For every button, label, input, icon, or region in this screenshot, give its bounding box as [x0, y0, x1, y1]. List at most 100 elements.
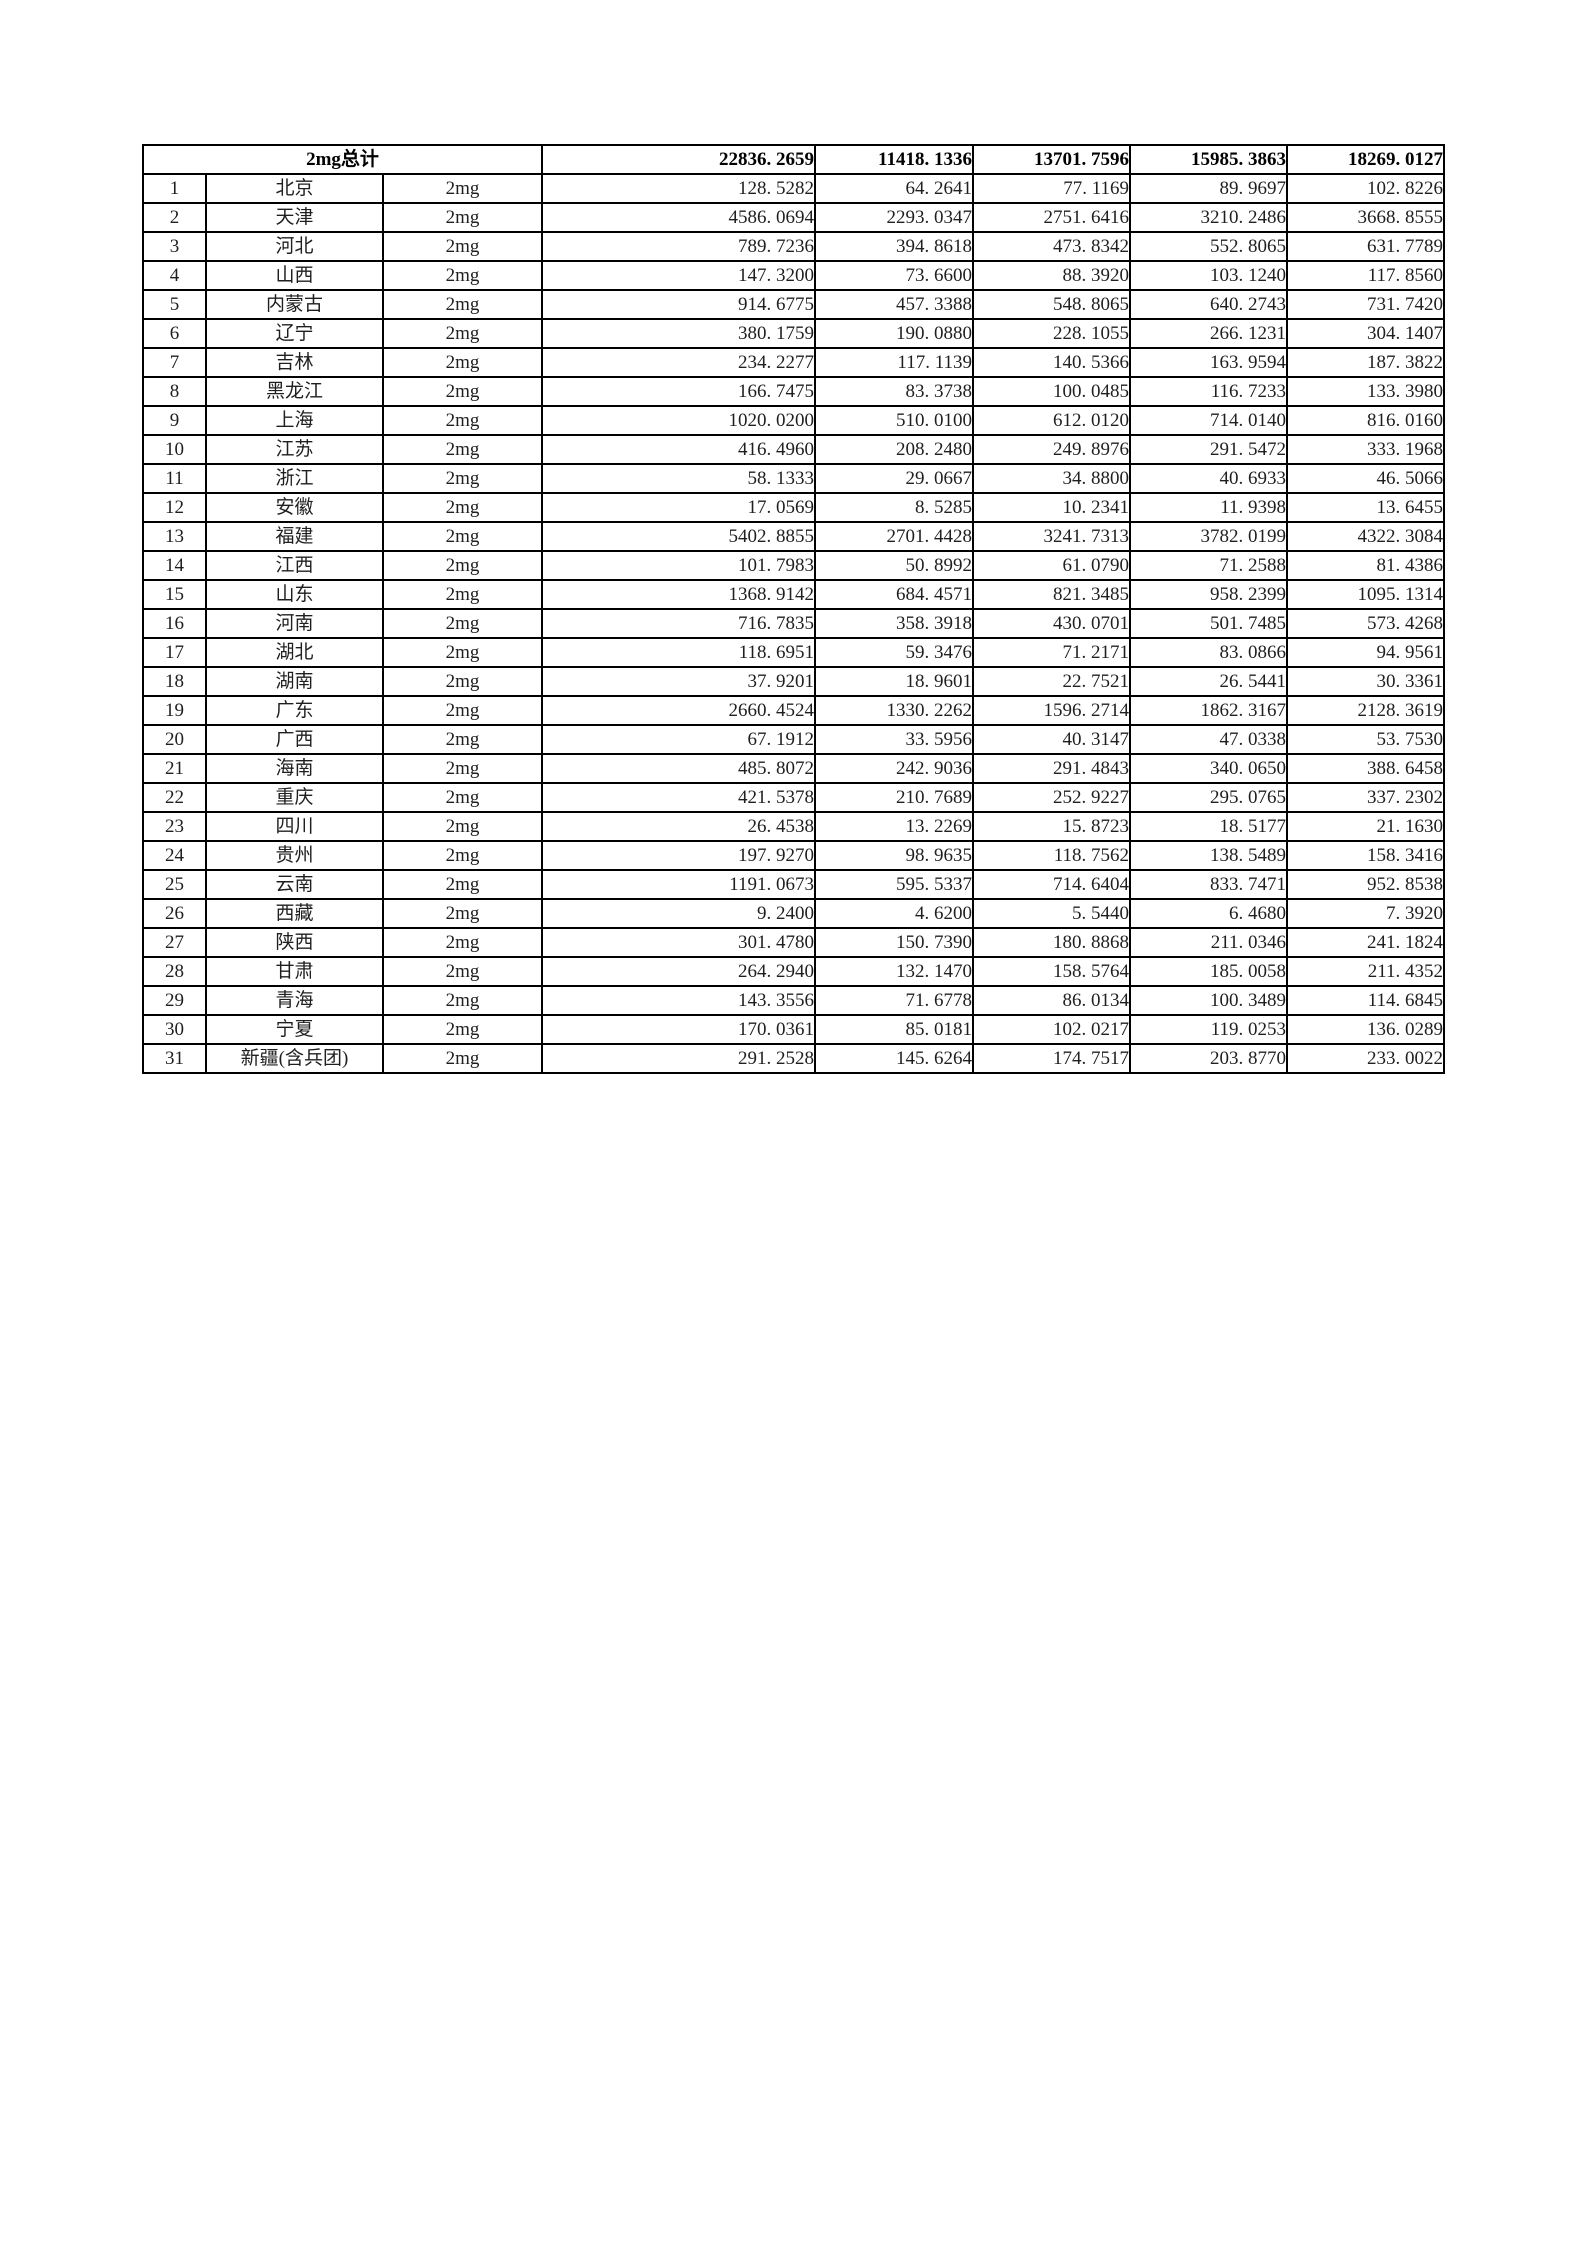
value-col3: 228. 1055	[972, 318, 1131, 349]
table-row: 21 海南 2mg 485. 8072 242. 9036 291. 4843 …	[142, 753, 1445, 784]
row-number: 11	[142, 463, 207, 494]
row-number: 30	[142, 1014, 207, 1045]
value-col2: 8. 5285	[814, 492, 974, 523]
spec-label: 2mg	[382, 724, 543, 755]
value-col4: 3782. 0199	[1129, 521, 1288, 552]
region-name: 新疆(含兵团)	[205, 1043, 384, 1074]
value-col2: 71. 6778	[814, 985, 974, 1016]
value-col5: 21. 1630	[1286, 811, 1445, 842]
region-name: 北京	[205, 173, 384, 204]
spec-label: 2mg	[382, 637, 543, 668]
value-col2: 29. 0667	[814, 463, 974, 494]
spec-label: 2mg	[382, 289, 543, 320]
value-col2: 1330. 2262	[814, 695, 974, 726]
value-col1: 17. 0569	[541, 492, 816, 523]
value-col4: 89. 9697	[1129, 173, 1288, 204]
table-row: 12 安徽 2mg 17. 0569 8. 5285 10. 2341 11. …	[142, 492, 1445, 523]
value-col5: 4322. 3084	[1286, 521, 1445, 552]
value-col4: 40. 6933	[1129, 463, 1288, 494]
table-row: 15 山东 2mg 1368. 9142 684. 4571 821. 3485…	[142, 579, 1445, 610]
value-col3: 821. 3485	[972, 579, 1131, 610]
value-col5: 94. 9561	[1286, 637, 1445, 668]
header-total-col3: 13701. 7596	[972, 144, 1131, 175]
value-col1: 147. 3200	[541, 260, 816, 291]
value-col2: 50. 8992	[814, 550, 974, 581]
table-row: 30 宁夏 2mg 170. 0361 85. 0181 102. 0217 1…	[142, 1014, 1445, 1045]
value-col2: 150. 7390	[814, 927, 974, 958]
region-name: 西藏	[205, 898, 384, 929]
row-number: 29	[142, 985, 207, 1016]
value-col1: 26. 4538	[541, 811, 816, 842]
row-number: 15	[142, 579, 207, 610]
spec-label: 2mg	[382, 840, 543, 871]
value-col1: 264. 2940	[541, 956, 816, 987]
value-col5: 30. 3361	[1286, 666, 1445, 697]
table-row: 29 青海 2mg 143. 3556 71. 6778 86. 0134 10…	[142, 985, 1445, 1016]
value-col4: 295. 0765	[1129, 782, 1288, 813]
table-title: 2mg总计	[142, 144, 543, 175]
value-col5: 731. 7420	[1286, 289, 1445, 320]
region-name: 福建	[205, 521, 384, 552]
table-row: 3 河北 2mg 789. 7236 394. 8618 473. 8342 5…	[142, 231, 1445, 262]
spec-label: 2mg	[382, 956, 543, 987]
spec-label: 2mg	[382, 666, 543, 697]
row-number: 14	[142, 550, 207, 581]
value-col2: 4. 6200	[814, 898, 974, 929]
value-col4: 3210. 2486	[1129, 202, 1288, 233]
value-col3: 15. 8723	[972, 811, 1131, 842]
value-col1: 101. 7983	[541, 550, 816, 581]
row-number: 28	[142, 956, 207, 987]
header-total-col5: 18269. 0127	[1286, 144, 1445, 175]
row-number: 10	[142, 434, 207, 465]
spec-label: 2mg	[382, 869, 543, 900]
value-col3: 5. 5440	[972, 898, 1131, 929]
value-col5: 3668. 8555	[1286, 202, 1445, 233]
spec-label: 2mg	[382, 811, 543, 842]
value-col3: 140. 5366	[972, 347, 1131, 378]
spec-label: 2mg	[382, 898, 543, 929]
value-col4: 291. 5472	[1129, 434, 1288, 465]
value-col5: 13. 6455	[1286, 492, 1445, 523]
value-col5: 952. 8538	[1286, 869, 1445, 900]
value-col1: 58. 1333	[541, 463, 816, 494]
value-col2: 64. 2641	[814, 173, 974, 204]
value-col3: 473. 8342	[972, 231, 1131, 262]
table-row: 9 上海 2mg 1020. 0200 510. 0100 612. 0120 …	[142, 405, 1445, 436]
spec-label: 2mg	[382, 202, 543, 233]
spec-label: 2mg	[382, 1014, 543, 1045]
region-name: 四川	[205, 811, 384, 842]
value-col1: 716. 7835	[541, 608, 816, 639]
value-col2: 73. 6600	[814, 260, 974, 291]
value-col4: 47. 0338	[1129, 724, 1288, 755]
row-number: 21	[142, 753, 207, 784]
value-col4: 211. 0346	[1129, 927, 1288, 958]
value-col4: 163. 9594	[1129, 347, 1288, 378]
value-col1: 416. 4960	[541, 434, 816, 465]
value-col1: 170. 0361	[541, 1014, 816, 1045]
region-name: 云南	[205, 869, 384, 900]
row-number: 22	[142, 782, 207, 813]
row-number: 3	[142, 231, 207, 262]
region-name: 广西	[205, 724, 384, 755]
value-col5: 114. 6845	[1286, 985, 1445, 1016]
value-col1: 789. 7236	[541, 231, 816, 262]
spec-label: 2mg	[382, 753, 543, 784]
value-col1: 5402. 8855	[541, 521, 816, 552]
value-col1: 291. 2528	[541, 1043, 816, 1074]
row-number: 9	[142, 405, 207, 436]
table-row: 20 广西 2mg 67. 1912 33. 5956 40. 3147 47.…	[142, 724, 1445, 755]
table-row: 7 吉林 2mg 234. 2277 117. 1139 140. 5366 1…	[142, 347, 1445, 378]
value-col3: 100. 0485	[972, 376, 1131, 407]
table-row: 13 福建 2mg 5402. 8855 2701. 4428 3241. 73…	[142, 521, 1445, 552]
row-number: 6	[142, 318, 207, 349]
row-number: 7	[142, 347, 207, 378]
spec-label: 2mg	[382, 579, 543, 610]
value-col3: 1596. 2714	[972, 695, 1131, 726]
region-name: 甘肃	[205, 956, 384, 987]
header-total-col1: 22836. 2659	[541, 144, 816, 175]
value-col2: 510. 0100	[814, 405, 974, 436]
table-row: 24 贵州 2mg 197. 9270 98. 9635 118. 7562 1…	[142, 840, 1445, 871]
value-col5: 388. 6458	[1286, 753, 1445, 784]
table-body: 1 北京 2mg 128. 5282 64. 2641 77. 1169 89.…	[142, 173, 1445, 1074]
region-name: 陕西	[205, 927, 384, 958]
